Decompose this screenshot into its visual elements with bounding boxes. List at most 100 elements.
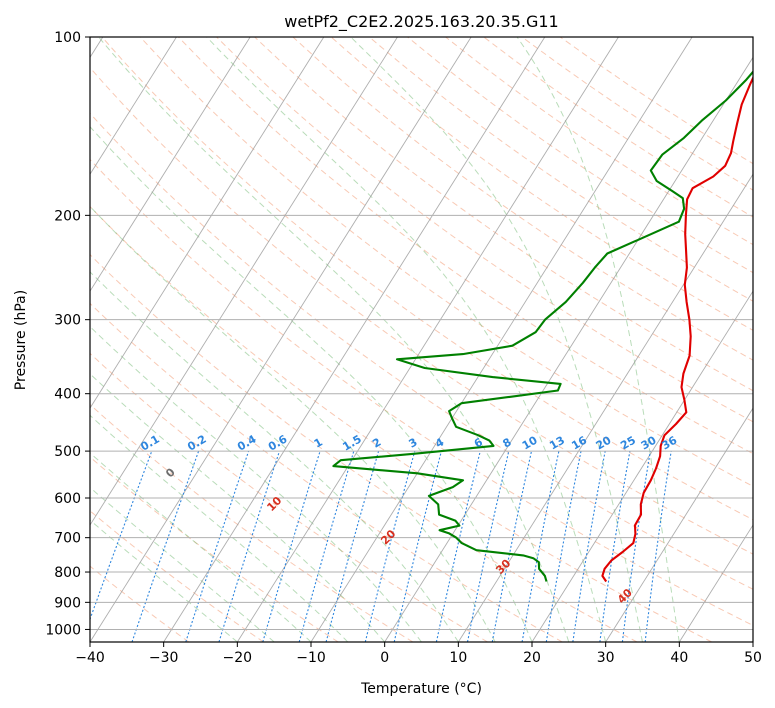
isotherm: [310, 37, 693, 642]
y-axis-label: Pressure (hPa): [13, 290, 29, 390]
dry-adiabats: [90, 37, 753, 642]
dry-adiabat: [90, 66, 753, 555]
isotherm: [90, 37, 472, 642]
plot-area: -100-90-80-70-60-50-40-30-20-10010203040…: [50, 37, 753, 642]
moist-adiabat: [90, 325, 422, 642]
moist-adiabat: [206, 37, 607, 642]
y-tick-label: 600: [54, 491, 81, 507]
mixing-ratio-line: [599, 451, 631, 642]
x-tick-label: 50: [744, 650, 762, 666]
profile-series: [332, 70, 753, 583]
mixing-ratio-line: [466, 450, 510, 642]
dry-adiabat-label: 40: [615, 586, 635, 606]
y-axis: 1000 900 800 700 600 500 400 300 200 100: [45, 30, 90, 638]
dry-adiabat: [90, 158, 753, 627]
y-tick-label: 800: [54, 565, 81, 581]
moist-adiabats: [90, 37, 680, 642]
dry-adiabat: [178, 37, 753, 455]
mixing-ratio-line: [435, 450, 481, 642]
dry-adiabat: [90, 205, 712, 642]
moist-adiabat: [350, 37, 643, 642]
dry-adiabat: [90, 352, 488, 642]
dry-adiabat-label: -10: [50, 420, 73, 443]
isotherm: [90, 37, 177, 176]
dry-adiabat: [139, 37, 753, 487]
mixing-ratio-label: 8: [500, 436, 513, 451]
dry-adiabat: [292, 37, 753, 361]
mixing-ratio-line: [545, 450, 582, 642]
mixing-ratio-label: 13: [547, 434, 567, 453]
mixing-ratio-line: [131, 450, 200, 642]
y-tick-label: 500: [54, 444, 81, 460]
dry-adiabat: [90, 456, 339, 642]
mixing-ratio-line: [521, 450, 560, 642]
mixing-ratio-line: [491, 450, 533, 642]
isotherm: [90, 37, 251, 293]
mixing-ratio-label: 4: [433, 435, 446, 450]
mixing-ratio-label: 0.4: [235, 432, 259, 453]
moist-adiabat: [90, 373, 386, 642]
mixing-ratio-line: [644, 451, 672, 642]
moist-adiabat: [516, 37, 680, 642]
x-tick-label: −20: [223, 650, 253, 666]
mixing-ratio-line: [572, 450, 606, 642]
mixing-ratio-label: 0.2: [185, 433, 208, 454]
dry-adiabat-label: 0: [163, 465, 178, 480]
isotherm: [678, 524, 753, 642]
moist-adiabat: [90, 519, 238, 642]
y-tick-label: 100: [54, 30, 81, 46]
isotherm: [90, 37, 398, 526]
profile-line: [332, 70, 753, 582]
mixing-ratio-line: [325, 450, 380, 642]
dry-adiabat: [368, 37, 753, 302]
x-tick-label: 20: [523, 650, 541, 666]
y-tick-label: 1000: [45, 622, 81, 638]
mixing-ratio-line: [621, 451, 651, 642]
isotherm: [236, 37, 619, 642]
x-tick-label: 30: [597, 650, 615, 666]
moist-adiabat: [90, 205, 496, 642]
dry-adiabat-label: 10: [264, 494, 284, 514]
x-tick-label: −10: [296, 650, 326, 666]
mixing-ratio-label: 25: [618, 434, 638, 453]
mixing-ratio-label: 10: [520, 433, 540, 452]
dry-adiabat: [101, 37, 753, 521]
mixing-ratio-label: 3: [406, 436, 419, 451]
x-tick-label: −30: [149, 650, 179, 666]
dry-adiabat: [483, 37, 753, 218]
mixing-ratio-line: [393, 450, 442, 642]
mixing-ratio-labels: 0.1 0.2 0.4 0.6 1 1.5 2 3 4 6 8 10 13 16 20 25 30 36: [138, 432, 679, 453]
dry-adiabat: [90, 302, 563, 642]
mixing-ratio-line: [364, 450, 416, 642]
x-tick-label: −40: [75, 650, 105, 666]
x-tick-label: 0: [380, 650, 389, 666]
x-axis-label: Temperature (°C): [360, 681, 482, 697]
moist-adiabat: [98, 37, 570, 642]
mixing-ratio-label: 0.6: [266, 432, 290, 453]
dry-adiabat: [559, 37, 753, 165]
mixing-ratio-label: 1: [312, 436, 325, 451]
isotherm: [752, 641, 753, 642]
isotherm: [384, 56, 753, 642]
mixing-ratio-label: 30: [639, 433, 659, 452]
moist-adiabat: [90, 125, 533, 642]
mixing-ratio-label: 0.1: [138, 433, 161, 454]
dry-adiabat: [216, 37, 753, 423]
mixing-ratio-line: [218, 450, 281, 642]
mixing-ratio-label: 36: [660, 433, 680, 452]
profile-line: [601, 75, 753, 583]
x-tick-label: 40: [670, 650, 688, 666]
x-tick-label: 10: [449, 650, 467, 666]
isotherm: [163, 37, 546, 642]
moist-adiabat: [90, 452, 312, 642]
y-tick-label: 700: [54, 531, 81, 547]
moist-adiabat: [90, 486, 275, 642]
dry-adiabat: [254, 37, 753, 392]
y-tick-label: 900: [54, 595, 81, 611]
dry-adiabat: [90, 403, 414, 642]
moist-adiabat: [90, 414, 349, 642]
isotherm: [531, 290, 753, 642]
dry-adiabat: [330, 37, 753, 331]
